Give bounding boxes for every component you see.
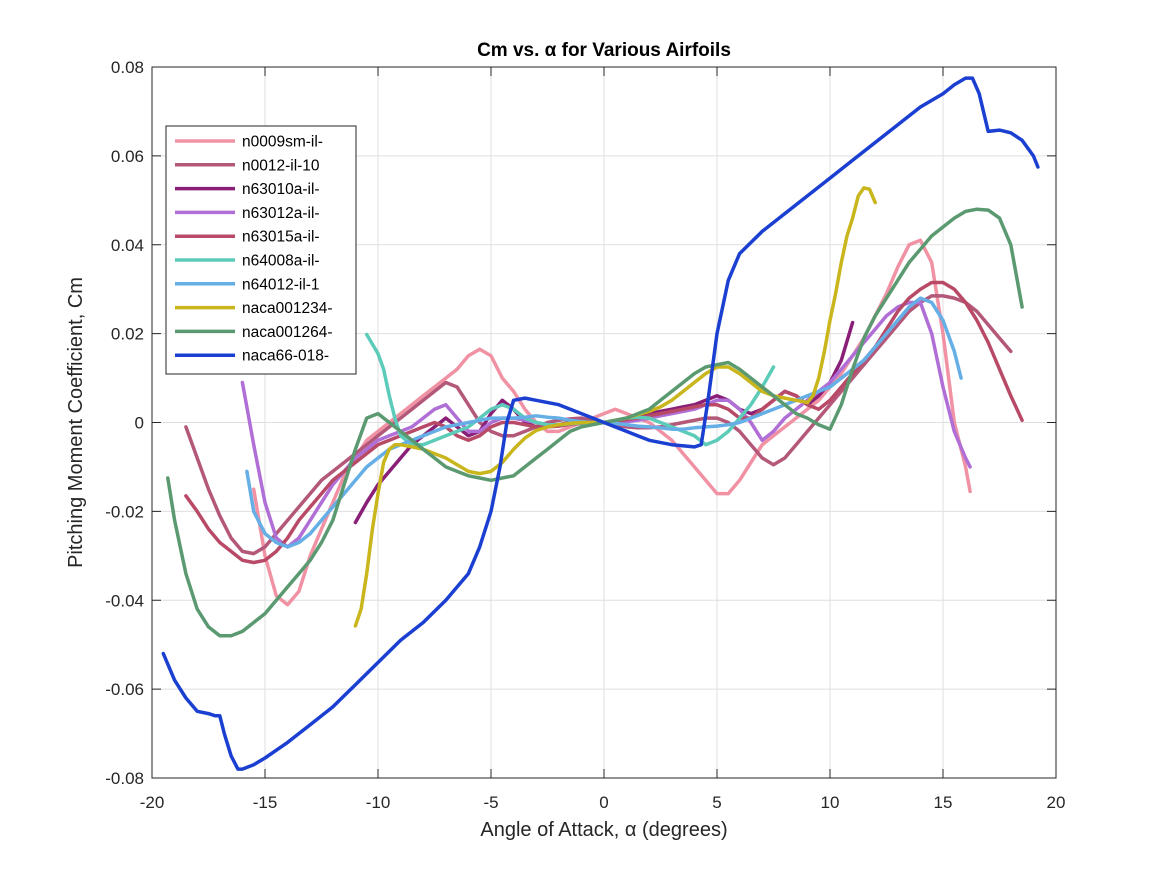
x-tick-label: -15 [253,793,278,812]
legend-label: naca001264- [242,324,333,341]
legend-label: n63010a-il- [242,181,320,198]
y-tick-label: -0.06 [105,680,144,699]
x-tick-label: -10 [366,793,391,812]
y-tick-label: -0.04 [105,591,144,610]
x-tick-label: -5 [483,793,498,812]
x-tick-label: 15 [934,793,953,812]
y-tick-label: 0.08 [111,58,144,77]
legend-label: n64012-il-1 [242,276,320,293]
y-tick-label: -0.02 [105,502,144,521]
chart-title: Cm vs. α for Various Airfoils [477,40,731,61]
legend-label: n63012a-il- [242,205,320,222]
x-tick-label: -20 [140,793,165,812]
series-line-naca001264- [166,207,1024,638]
y-axis-label: Pitching Moment Coefficient, Cm [65,277,87,568]
legend-label: naca66-018- [242,348,329,365]
x-tick-label: 5 [712,793,721,812]
y-tick-label: -0.08 [105,769,144,788]
x-tick-label: 20 [1047,793,1066,812]
x-tick-label: 0 [599,793,608,812]
legend: n0009sm-il-n0012-il-10 n63010a-il-n63012a… [165,125,357,375]
legend-label: n63015a-il- [242,229,320,246]
grid [151,66,1057,779]
y-tick-label: 0.04 [111,236,144,255]
x-axis-label: Angle of Attack, α (degrees) [480,819,727,841]
legend-label: n64008a-il- [242,253,320,270]
tick-labels: -20 -15 -10 -5 0 5 10 15 20 -0.08 -0.06 -0.04 -0.02 0… [105,58,1065,812]
ticks [151,66,1057,779]
series-line-naca66-018- [161,76,1040,771]
series-group [161,76,1040,771]
y-tick-label: 0.02 [111,325,144,344]
legend-label: naca001234- [242,300,333,317]
y-tick-label: 0.06 [111,147,144,166]
y-tick-label: 0 [135,414,144,433]
x-tick-label: 10 [821,793,840,812]
legend-label: n0009sm-il- [242,134,323,151]
legend-label: n0012-il-10 [242,157,320,174]
